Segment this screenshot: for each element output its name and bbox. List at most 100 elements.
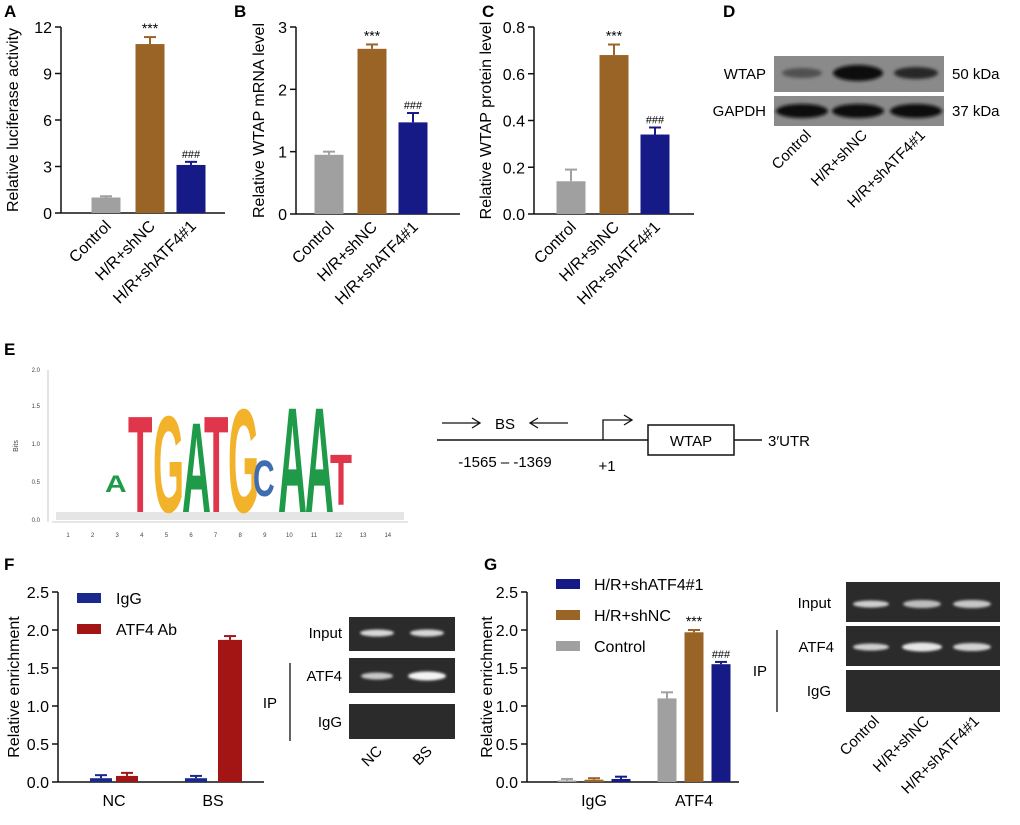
bar xyxy=(657,698,677,782)
y-tick-label: 2.5 xyxy=(496,585,518,602)
gel-row-label-igg: IgG xyxy=(807,683,831,700)
gel-row-label-atf4: ATF4 xyxy=(798,639,834,656)
gene-label: WTAP xyxy=(670,433,712,450)
binding-site-label: BS xyxy=(495,416,515,433)
blot-size-gapdh: 37 kDa xyxy=(952,103,1000,120)
legend-swatch xyxy=(556,579,580,589)
western-blot-panel: WTAP GAPDH 50 kDa 37 kDa Control H/R+shN… xyxy=(713,56,1000,211)
chip-gel-g: Input ATF4 IgG IP Control H/R+shNC H/R+s… xyxy=(753,582,1000,797)
y-axis-label: Relative WTAP protein level xyxy=(478,22,495,220)
y-tick-label: 0.0 xyxy=(27,775,49,792)
ip-label: IP xyxy=(263,695,277,712)
significance-marker: ### xyxy=(646,115,665,127)
bar xyxy=(218,639,242,782)
tss-arrow-head xyxy=(623,414,634,426)
gel-row-label-input: Input xyxy=(798,595,832,612)
motif-letter-a: A xyxy=(278,378,307,545)
gel-lane-label: BS xyxy=(410,743,436,769)
y-tick-label: 3 xyxy=(278,20,287,37)
logo-background-residues xyxy=(56,512,404,520)
y-tick-label: 12 xyxy=(34,20,52,37)
significance-marker: *** xyxy=(686,613,703,629)
tss-arrow-icon xyxy=(602,419,632,440)
bar xyxy=(176,164,206,213)
logo-position-label: 7 xyxy=(214,533,218,539)
bar xyxy=(684,632,704,782)
blot-band xyxy=(782,68,822,78)
panel-letter-g: G xyxy=(484,555,497,574)
motif-letter-a: A xyxy=(305,378,334,545)
y-tick-label: 1.0 xyxy=(496,699,518,716)
x-tick-label: NC xyxy=(102,793,125,810)
legend-label: ATF4 Ab xyxy=(116,622,177,639)
gel-lane-label: NC xyxy=(358,743,385,770)
bar xyxy=(398,122,428,214)
tss-label: +1 xyxy=(598,458,615,475)
gel-band xyxy=(903,600,941,608)
y-tick-label: 3 xyxy=(43,160,52,177)
y-tick-label: 2 xyxy=(278,82,287,99)
panel-letter-b: B xyxy=(234,2,246,21)
motif-letter-a: A xyxy=(105,470,127,497)
bar xyxy=(135,44,165,213)
y-tick-label: 2.0 xyxy=(27,623,49,640)
bar xyxy=(611,778,631,782)
y-axis-label: Relative WTAP mRNA level xyxy=(251,23,268,218)
logo-y-tick: 0.5 xyxy=(32,480,41,486)
motif-letter-t: T xyxy=(330,440,352,521)
y-tick-label: 0.5 xyxy=(27,737,49,754)
y-tick-label: 0.4 xyxy=(503,114,525,131)
gel-strip-igg xyxy=(349,704,455,739)
gene-box xyxy=(647,424,735,456)
gel-band xyxy=(953,643,991,651)
logo-position-label: 3 xyxy=(116,533,120,539)
gel-lane-label: Control xyxy=(837,713,883,759)
blot-lane-label: Control xyxy=(769,127,815,173)
gel-row-label-input: Input xyxy=(309,625,343,642)
y-axis-label: Relative enrichment xyxy=(6,616,23,758)
significance-marker: ### xyxy=(182,149,201,161)
gel-band xyxy=(853,600,889,608)
y-tick-label: 0 xyxy=(43,206,52,223)
legend-label: Control xyxy=(594,639,646,656)
logo-y-tick: 2.0 xyxy=(32,368,41,374)
logo-position-label: 4 xyxy=(140,533,144,539)
y-tick-label: 0.2 xyxy=(503,160,525,177)
chip-gel-f: Input ATF4 IgG IP NC BS xyxy=(263,617,455,770)
significance-marker: ### xyxy=(404,100,423,112)
reverse-arrow-head xyxy=(528,417,539,429)
legend-label: H/R+shATF4#1 xyxy=(594,577,704,594)
logo-position-label: 14 xyxy=(384,533,391,539)
significance-marker: *** xyxy=(364,27,381,43)
bar xyxy=(556,181,586,214)
y-tick-label: 0.6 xyxy=(503,67,525,84)
gel-strip-igg xyxy=(846,670,1000,712)
bar xyxy=(116,775,138,782)
y-tick-label: 9 xyxy=(43,67,52,84)
forward-arrow-head xyxy=(471,417,482,429)
site-range-label: -1565 – -1369 xyxy=(458,454,551,471)
logo-position-label: 5 xyxy=(165,533,169,539)
y-tick-label: 1 xyxy=(278,145,287,162)
blot-band xyxy=(776,104,828,118)
gel-band xyxy=(361,672,393,680)
bar xyxy=(711,664,731,782)
motif-letter-g: G xyxy=(228,378,259,543)
panel-letter-e: E xyxy=(4,340,15,359)
logo-position-label: 6 xyxy=(189,533,193,539)
y-tick-label: 0.0 xyxy=(503,207,525,224)
logo-y-label: Bits xyxy=(13,440,20,452)
y-tick-label: 1.0 xyxy=(27,699,49,716)
x-tick-label: BS xyxy=(202,793,223,810)
logo-positions: 1 2 3 4 5 6 7 8 9 10 11 12 13 14 xyxy=(66,533,391,539)
blot-band xyxy=(894,67,938,79)
logo-y-tick: 0.0 xyxy=(32,518,41,524)
logo-position-label: 9 xyxy=(263,533,267,539)
motif-letter-c: C xyxy=(253,450,275,507)
gel-row-label-igg: IgG xyxy=(318,714,342,731)
motif-letter-a: A xyxy=(182,397,211,540)
y-tick-label: 2.5 xyxy=(27,585,49,602)
logo-y-tick: 1.5 xyxy=(32,404,41,410)
